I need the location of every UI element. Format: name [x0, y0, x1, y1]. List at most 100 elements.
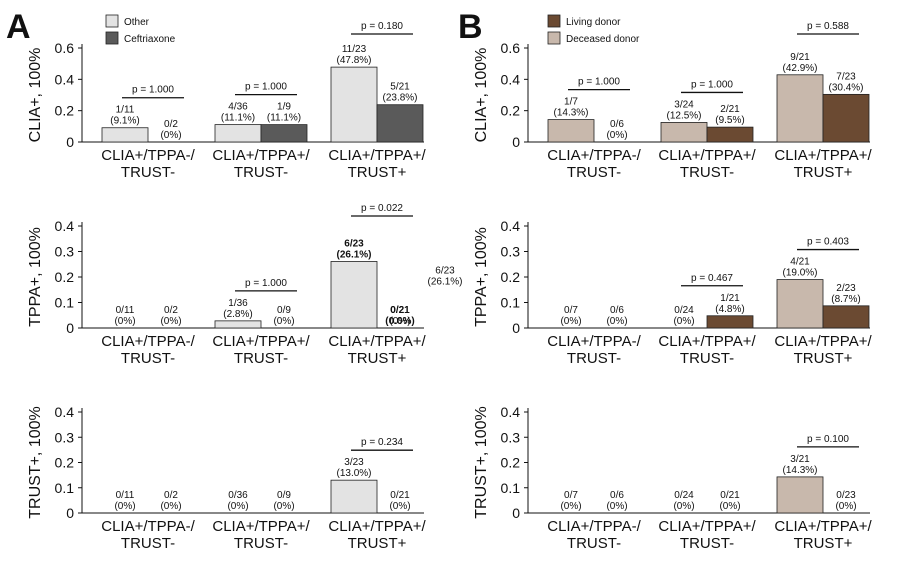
legend-label-ceftriaxone: Ceftriaxone — [124, 34, 176, 45]
x-tick-label: CLIA+/TPPA+/TRUST- — [658, 333, 756, 367]
data-label: 1/36 (2.8%) — [223, 298, 252, 320]
data-label: 0/21 (0%) — [389, 305, 410, 327]
x-tick-label: CLIA+/TPPA+/TRUST+ — [328, 147, 426, 181]
panel-letter-a: A — [6, 8, 31, 46]
bar — [547, 119, 595, 143]
pvalue-label: p = 1.000 — [578, 77, 620, 88]
legend-swatch-ceftriaxone — [105, 31, 119, 45]
legend-swatch-deceased-donor — [547, 31, 561, 45]
y-tick-label: 0.6 — [55, 40, 75, 56]
legend-a: Other Ceftriaxone — [105, 14, 176, 45]
x-tick-label: CLIA+/TPPA+/TRUST+ — [774, 518, 872, 552]
y-tick-label: 0.4 — [501, 218, 521, 234]
y-tick-label: 0 — [512, 505, 520, 521]
y-tick-label: 0.3 — [55, 429, 75, 445]
x-tick-label: CLIA+/TPPA+/TRUST- — [658, 147, 756, 181]
pvalue-label: p = 0.234 — [361, 437, 403, 448]
pvalue-label: p = 0.100 — [807, 434, 849, 445]
y-axis-label: TRUST+, 100% — [473, 406, 490, 518]
pvalue-label: p = 0.180 — [361, 21, 403, 32]
bar — [660, 122, 708, 143]
data-label: 0/24 (0%) — [673, 490, 694, 512]
data-label: 11/23 (47.8%) — [336, 44, 371, 66]
y-tick-label: 0.3 — [501, 429, 521, 445]
y-tick-label: 0.2 — [501, 455, 521, 471]
chart-b-1: 0 0.2 0.4 0.6 CLIA+, 100% CLIA+/TPPA-/TRUST- 1… — [473, 21, 872, 181]
chart-b-3: 0 0.1 0.2 0.3 0.4 TRUST+, 100% CLIA+/TPPA-/TRU… — [473, 404, 872, 552]
y-axis-label: CLIA+, 100% — [473, 48, 490, 143]
data-label: 0/7 (0%) — [560, 305, 581, 327]
annotation-label: 6/23 (26.1%) — [427, 265, 462, 287]
data-label: 7/23 (30.4%) — [828, 71, 863, 93]
pvalue-label: p = 1.000 — [691, 79, 733, 90]
bar — [706, 315, 754, 329]
y-tick-label: 0.3 — [501, 244, 521, 260]
y-tick-label: 0 — [66, 505, 74, 521]
y-axis-label: TPPA+, 100% — [27, 227, 44, 327]
data-label: 3/21 (14.3%) — [782, 454, 817, 476]
y-tick-label: 0.1 — [501, 480, 521, 496]
legend-b: Living donor Deceased donor — [547, 14, 640, 45]
x-tick-label: CLIA+/TPPA-/TRUST- — [101, 147, 195, 181]
x-tick-label: CLIA+/TPPA-/TRUST- — [547, 333, 641, 367]
bar — [330, 261, 378, 329]
bar — [776, 476, 824, 514]
bar — [776, 74, 824, 143]
data-label: 0/24 (0%) — [673, 305, 694, 327]
bar — [260, 124, 308, 143]
data-label: 0/7 (0%) — [560, 490, 581, 512]
y-tick-label: 0.2 — [55, 103, 75, 119]
y-tick-label: 0.2 — [501, 269, 521, 285]
legend-label-deceased-donor: Deceased donor — [566, 34, 640, 45]
x-tick-label: CLIA+/TPPA+/TRUST- — [658, 518, 756, 552]
bar — [706, 126, 754, 143]
data-label: 0/6 (0%) — [606, 119, 627, 141]
y-tick-label: 0 — [66, 134, 74, 150]
y-tick-label: 0.1 — [501, 295, 521, 311]
legend-swatch-living-donor — [547, 14, 561, 28]
bar — [776, 279, 824, 329]
data-label: 0/2 (0%) — [160, 305, 181, 327]
data-label: 0/6 (0%) — [606, 490, 627, 512]
y-tick-label: 0.6 — [501, 40, 521, 56]
data-label: 1/21 (4.8%) — [715, 293, 744, 315]
data-label: 0/11 (0%) — [114, 305, 135, 327]
bar — [330, 66, 378, 143]
x-tick-label: CLIA+/TPPA+/TRUST- — [212, 518, 310, 552]
bar — [214, 320, 262, 329]
y-tick-label: 0.4 — [55, 71, 75, 87]
annotation-label: 0/21 (0.0%) — [385, 305, 414, 327]
y-tick-label: 0.2 — [55, 455, 75, 471]
data-label: 0/9 (0%) — [273, 305, 294, 327]
y-axis-label: CLIA+, 100% — [27, 48, 44, 143]
y-tick-label: 0.1 — [55, 295, 75, 311]
data-label: 0/11 (0%) — [114, 490, 135, 512]
panel-letter-b: B — [458, 8, 483, 46]
data-label: 9/21 (42.9%) — [782, 52, 817, 74]
data-label: 3/23 (13.0%) — [336, 457, 371, 479]
y-tick-label: 0.2 — [501, 103, 521, 119]
x-tick-label: CLIA+/TPPA-/TRUST- — [547, 147, 641, 181]
bar — [101, 127, 149, 143]
data-label: 0/6 (0%) — [606, 305, 627, 327]
x-tick-label: CLIA+/TPPA-/TRUST- — [547, 518, 641, 552]
bar — [376, 104, 424, 143]
x-tick-label: CLIA+/TPPA+/TRUST+ — [328, 333, 426, 367]
chart-a-2: 0 0.1 0.2 0.3 0.4 TPPA+, 100% CLIA+/TPPA-/TRUS… — [27, 203, 463, 367]
pvalue-label: p = 0.022 — [361, 203, 403, 214]
data-label: 0/9 (0%) — [273, 490, 294, 512]
data-label: 1/7 (14.3%) — [553, 97, 588, 119]
bar — [822, 93, 870, 143]
chart-b-2: 0 0.1 0.2 0.3 0.4 TPPA+, 100% CLIA+/TPPA-/TRUS… — [473, 218, 872, 367]
y-tick-label: 0.4 — [501, 404, 521, 420]
data-label: 3/24 (12.5%) — [666, 99, 701, 121]
data-label: 6/23 (26.1%) — [336, 238, 371, 260]
y-tick-label: 0.1 — [55, 480, 75, 496]
pvalue-label: p = 1.000 — [245, 82, 287, 93]
chart-a-1: 0 0.2 0.4 0.6 CLIA+, 100% CLIA+/TPPA-/TRUST- 1… — [27, 21, 426, 181]
y-tick-label: 0.3 — [55, 244, 75, 260]
data-label: 4/21 (19.0%) — [782, 257, 817, 279]
y-tick-label: 0 — [66, 320, 74, 336]
y-axis-label: TPPA+, 100% — [473, 227, 490, 327]
